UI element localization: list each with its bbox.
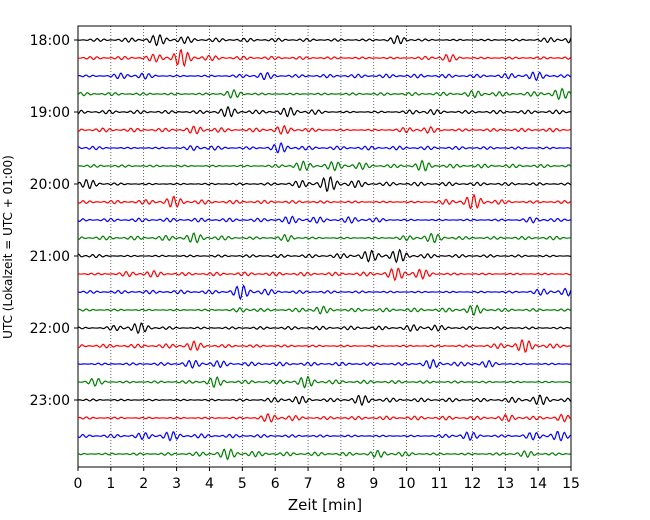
- x-axis-ticks: 0 1 2 3 4 5 6 7 8 9 10 11 12 13 14 15: [74, 467, 580, 492]
- x-tick-label: 9: [369, 476, 378, 492]
- trace-line: [77, 413, 572, 423]
- y-tick-label: 18:00: [30, 33, 70, 49]
- trace-line: [77, 284, 572, 301]
- trace-line: [77, 159, 572, 172]
- x-tick-label: 13: [496, 476, 514, 492]
- trace-line: [77, 267, 572, 282]
- trace-line: [77, 304, 572, 316]
- y-tick-label: 19:00: [30, 105, 70, 121]
- trace-line: [77, 358, 571, 370]
- trace-line: [77, 338, 571, 353]
- x-tick-label: 1: [106, 476, 115, 492]
- y-axis-ticks: 18:00 19:00 20:00 21:00 22:00 23:00: [30, 33, 78, 409]
- x-tick-label: 11: [431, 476, 449, 492]
- trace-line: [77, 34, 572, 47]
- trace-line: [77, 448, 571, 461]
- trace-line: [77, 48, 572, 68]
- trace-line: [77, 215, 571, 225]
- x-tick-label: 7: [304, 476, 313, 492]
- trace-line: [77, 376, 571, 389]
- x-tick-label: 2: [139, 476, 148, 492]
- trace-line: [77, 87, 572, 101]
- x-tick-label: 5: [238, 476, 247, 492]
- plot-frame: [77, 25, 572, 468]
- trace-line: [77, 106, 571, 118]
- x-tick-label: 0: [74, 476, 83, 492]
- x-axis-label: Zeit [min]: [288, 496, 362, 514]
- x-tick-label: 10: [398, 476, 416, 492]
- x-tick-label: 8: [336, 476, 345, 492]
- trace-line: [77, 322, 571, 335]
- trace-line: [77, 430, 572, 442]
- trace-line: [77, 248, 571, 264]
- trace-line: [77, 232, 571, 244]
- trace-line: [77, 193, 572, 210]
- y-tick-label: 20:00: [30, 177, 70, 193]
- x-tick-label: 6: [271, 476, 280, 492]
- trace-line: [77, 141, 571, 154]
- y-tick-label: 22:00: [30, 321, 70, 337]
- x-tick-label: 4: [205, 476, 214, 492]
- x-tick-label: 12: [463, 476, 481, 492]
- x-tick-label: 14: [529, 476, 547, 492]
- trace-line: [77, 124, 571, 135]
- y-axis-label: UTC (Lokalzeit = UTC + 01:00): [1, 155, 15, 339]
- trace-group: [77, 34, 572, 461]
- trace-line: [77, 394, 572, 407]
- x-tick-label: 3: [172, 476, 181, 492]
- x-tick-label: 15: [562, 476, 580, 492]
- trace-line: [77, 176, 572, 193]
- trace-line: [77, 71, 572, 82]
- y-tick-label: 23:00: [30, 393, 70, 409]
- y-tick-label: 21:00: [30, 249, 70, 265]
